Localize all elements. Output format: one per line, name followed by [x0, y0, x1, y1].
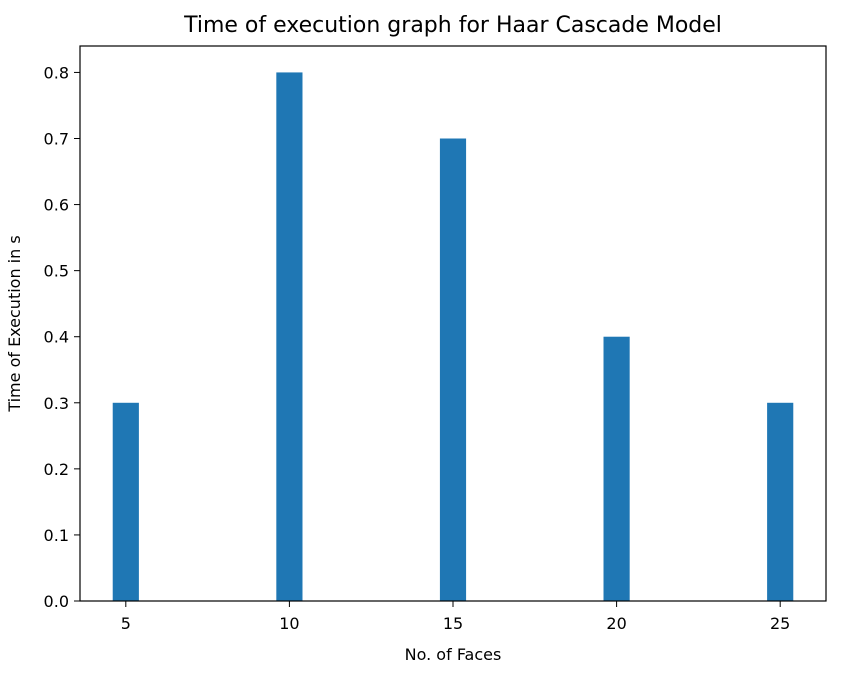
x-axis-label: No. of Faces [405, 645, 502, 664]
y-tick-label: 0.6 [44, 196, 69, 215]
y-tick-label: 0.7 [44, 130, 69, 149]
y-axis-label: Time of Execution in s [5, 235, 24, 412]
y-axis-ticks: 0.0 0.1 0.2 0.3 0.4 0.5 0.6 0.7 0.8 [44, 63, 80, 611]
y-tick-label: 0.3 [44, 394, 69, 413]
x-tick-label: 20 [606, 614, 626, 633]
y-tick-label: 0.0 [44, 592, 69, 611]
x-tick-label: 5 [121, 614, 131, 633]
x-tick-label: 25 [770, 614, 790, 633]
bars-layer [112, 72, 794, 601]
bar-25 [767, 402, 794, 601]
x-tick-label: 10 [279, 614, 299, 633]
chart-title: Time of execution graph for Haar Cascade… [183, 13, 722, 38]
x-tick-label: 15 [443, 614, 463, 633]
bar-5 [112, 402, 139, 601]
y-tick-label: 0.4 [44, 328, 69, 347]
y-tick-label: 0.8 [44, 63, 69, 82]
bar-10 [276, 72, 303, 601]
bar-20 [603, 336, 630, 601]
x-axis-ticks: 5 10 15 20 25 [121, 601, 790, 633]
y-tick-label: 0.2 [44, 460, 69, 479]
bar-15 [439, 138, 467, 601]
y-tick-label: 0.5 [44, 262, 69, 281]
y-tick-label: 0.1 [44, 526, 69, 545]
